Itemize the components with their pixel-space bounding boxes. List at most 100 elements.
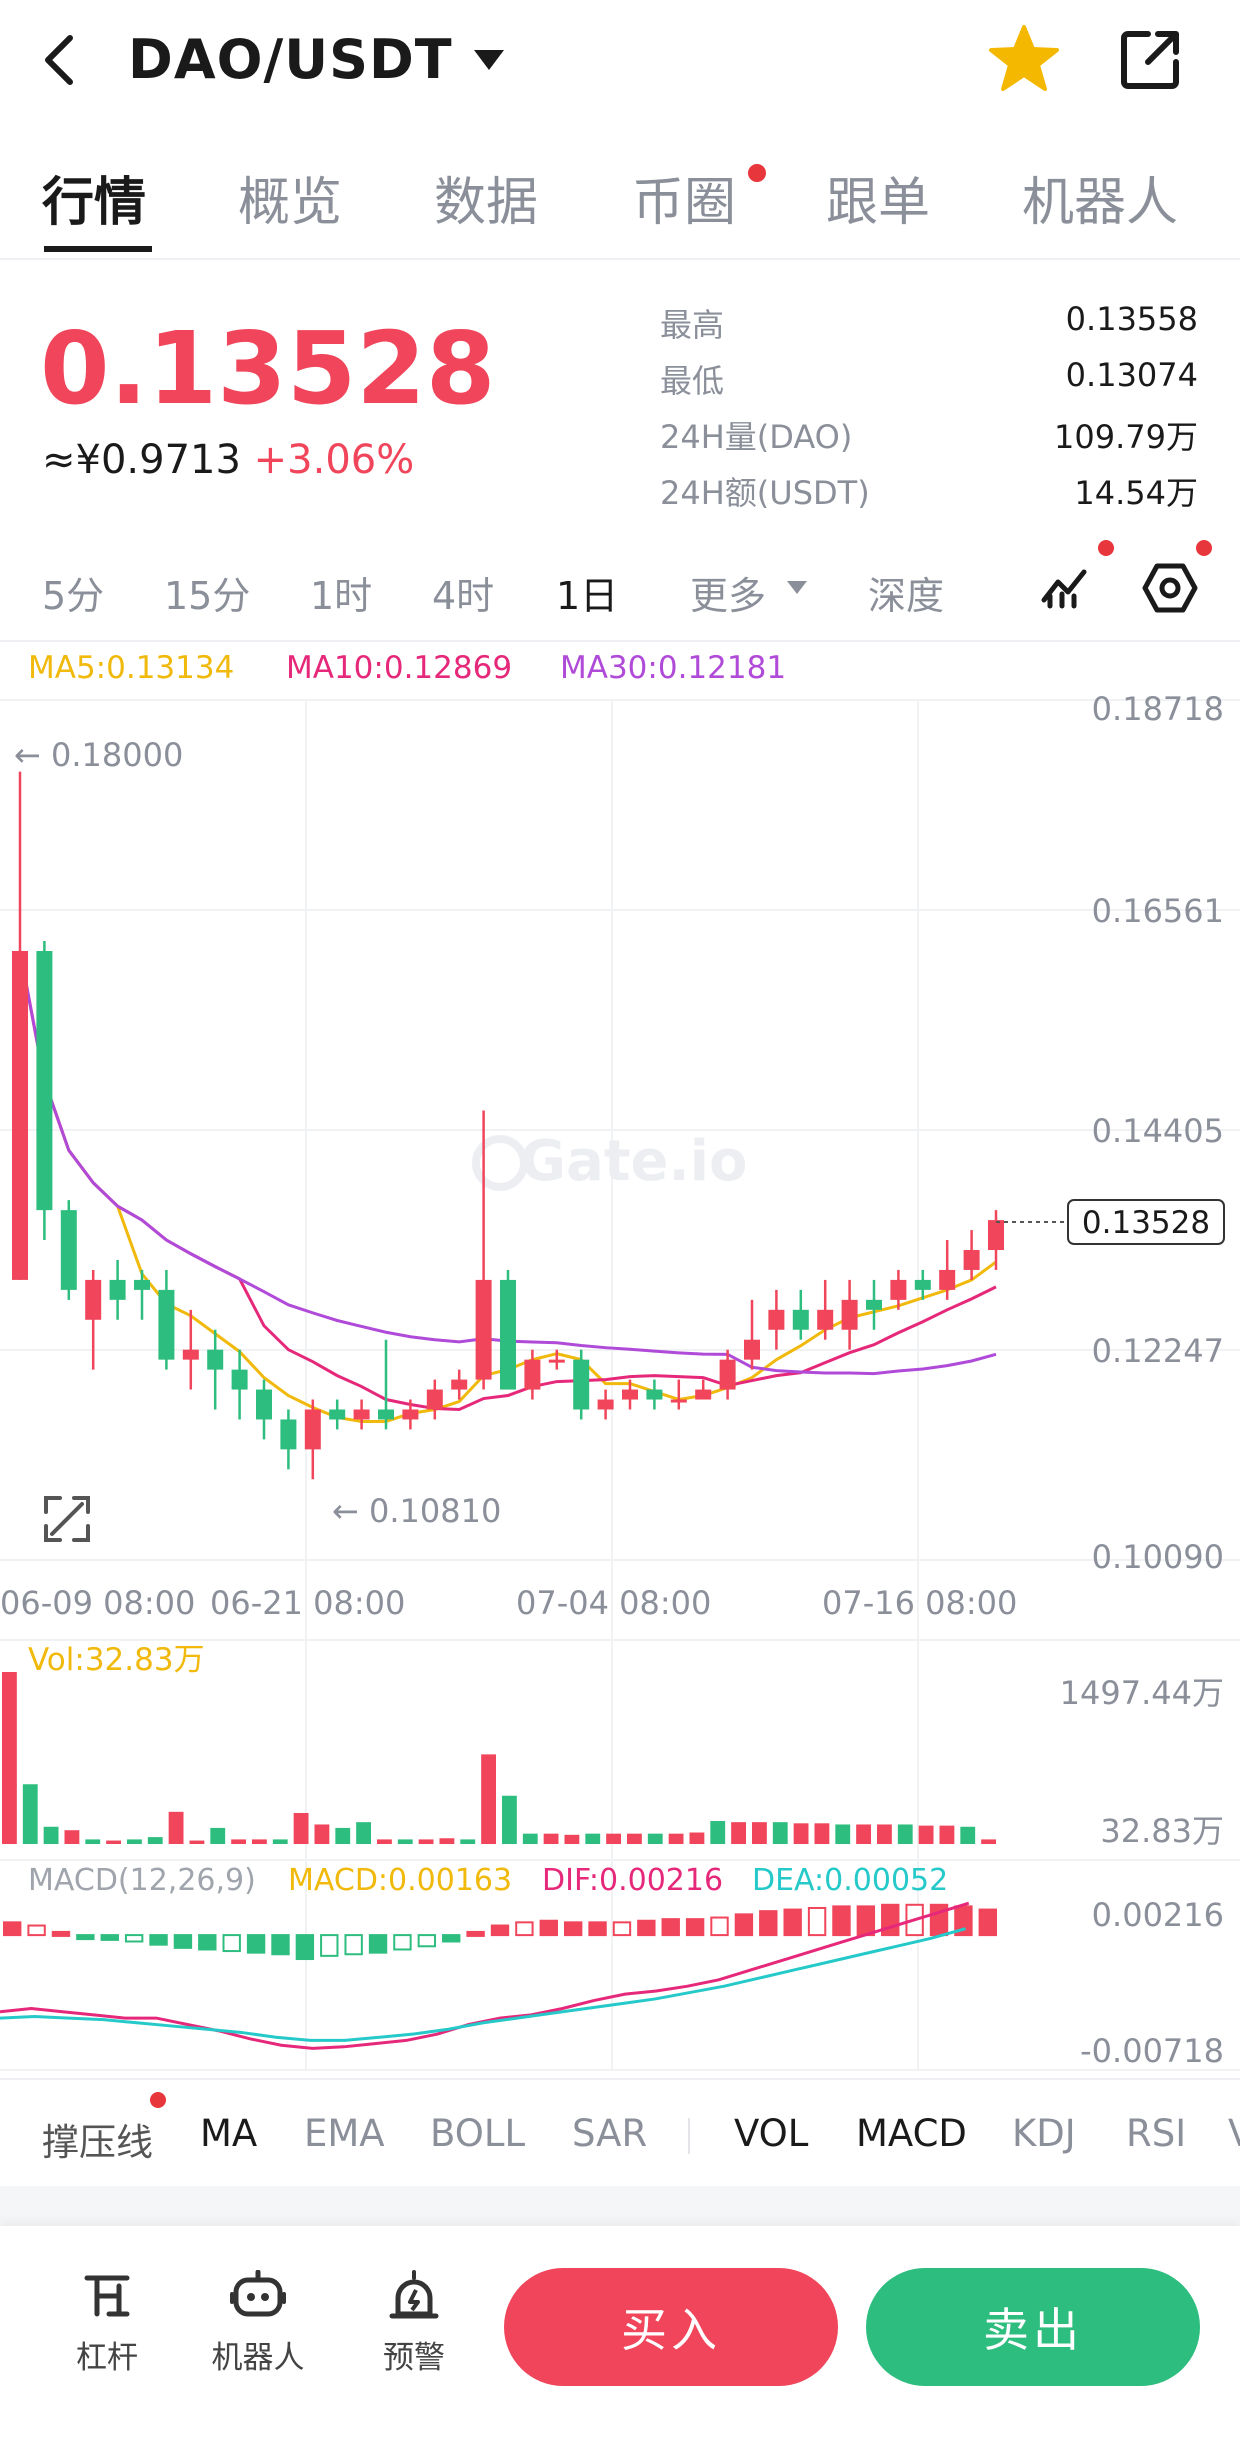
macd-histogram-bar <box>271 1934 290 1956</box>
timeframe-more[interactable]: 更多 <box>690 574 767 618</box>
timeframe-4h[interactable]: 4时 <box>432 574 495 618</box>
candle <box>378 1409 394 1420</box>
timeframe-15m[interactable]: 15分 <box>164 574 251 618</box>
macd-histogram-bar <box>832 1905 851 1937</box>
caret-down-icon[interactable] <box>786 580 808 600</box>
pair-title[interactable]: DAO/USDT <box>128 28 453 91</box>
macd-histogram-bar <box>466 1930 485 1937</box>
volume-bar <box>460 1839 476 1844</box>
volume-bar <box>522 1833 538 1844</box>
macd-histogram-bar <box>515 1921 534 1937</box>
candle <box>158 1289 175 1360</box>
x-tick: 07-16 08:00 <box>822 1584 1017 1622</box>
candle <box>988 1220 1004 1251</box>
candle <box>597 1399 614 1410</box>
chart-grid <box>0 699 1240 2071</box>
volume-bar <box>293 1812 309 1844</box>
star-icon[interactable] <box>988 24 1060 98</box>
indicator-rsi[interactable]: RSI <box>1126 2112 1187 2155</box>
timeframe-1h[interactable]: 1时 <box>310 574 373 618</box>
tab-active-underline <box>44 246 152 252</box>
macd-histogram-bar <box>442 1934 461 1943</box>
chart-type-icon[interactable] <box>1040 560 1092 616</box>
y-tick: 0.16561 <box>1092 892 1224 930</box>
volume-bar <box>689 1832 705 1844</box>
volume-bar <box>252 1839 267 1844</box>
tab-overview[interactable]: 概览 <box>238 173 343 233</box>
indicator-kdj[interactable]: KDJ <box>1012 2112 1076 2155</box>
volume-bar <box>231 1839 246 1844</box>
caret-down-icon[interactable] <box>472 48 506 76</box>
volume-bar <box>64 1830 80 1844</box>
dea-line <box>0 1927 966 2042</box>
indicator-sar[interactable]: SAR <box>572 2112 648 2155</box>
tab-coin-circle[interactable]: 币圈 <box>632 173 737 233</box>
volume-bar <box>481 1754 496 1844</box>
price-chart[interactable]: Gate.io 0.18718 0.16561 0.14405 0.12247 … <box>0 680 1240 2080</box>
candle <box>451 1379 468 1390</box>
notification-dot <box>1196 540 1212 556</box>
settings-hex-icon[interactable] <box>1142 560 1198 620</box>
high-marker: ← 0.18000 <box>14 736 183 774</box>
share-icon[interactable] <box>1118 28 1182 96</box>
macd-legend-macd: MACD:0.00163 <box>288 1863 512 1898</box>
candle <box>841 1299 858 1330</box>
indicator-boll[interactable]: BOLL <box>430 2112 526 2155</box>
notification-dot <box>748 164 766 182</box>
stat-label: 24H量(DAO) <box>660 418 853 456</box>
macd-histogram-bar <box>246 1934 266 1954</box>
indicator-ema[interactable]: EMA <box>304 2112 385 2155</box>
stat-value: 0.13558 <box>1065 300 1198 338</box>
notification-dot <box>150 2092 166 2108</box>
candle <box>890 1279 907 1300</box>
tab-robot[interactable]: 机器人 <box>1022 173 1179 233</box>
cny-price: ≈¥0.9713 <box>42 437 241 483</box>
tab-copy-trading[interactable]: 跟单 <box>826 173 931 233</box>
volume-bar <box>127 1839 142 1844</box>
volume-bar <box>939 1825 955 1844</box>
volume-bar <box>2 1672 17 1844</box>
volume-bar <box>877 1824 892 1844</box>
buy-button[interactable]: 买入 <box>504 2268 838 2386</box>
current-price-tag-box <box>1067 1199 1225 1245</box>
indicator-support-resistance[interactable]: 撑压线 <box>42 2121 153 2164</box>
macd-histogram-bar <box>637 1919 656 1937</box>
robot-tool[interactable]: 机器人 <box>196 2270 320 2377</box>
fullscreen-icon[interactable] <box>44 1496 90 1542</box>
y-tick: 0.12247 <box>1092 1332 1224 1370</box>
candle <box>548 1359 565 1363</box>
timeframe-5m[interactable]: 5分 <box>42 574 105 618</box>
indicator-macd[interactable]: MACD <box>856 2112 967 2155</box>
candle <box>280 1419 297 1450</box>
volume-bar <box>335 1827 351 1844</box>
macd-histogram-bar <box>661 1918 680 1937</box>
sell-button[interactable]: 卖出 <box>866 2268 1200 2386</box>
tab-data[interactable]: 数据 <box>434 173 539 233</box>
candle <box>768 1309 785 1330</box>
volume-bar <box>668 1833 684 1844</box>
candle <box>426 1389 443 1410</box>
macd-histogram-bar <box>490 1924 510 1937</box>
volume-bar <box>272 1839 288 1844</box>
divider <box>0 2078 1240 2080</box>
timeframe-depth[interactable]: 深度 <box>868 574 945 618</box>
leverage-label: 杠杆 <box>76 2340 138 2376</box>
tab-market[interactable]: 行情 <box>42 173 147 233</box>
indicator-ma[interactable]: MA <box>200 2112 258 2155</box>
volume-bar <box>85 1839 101 1844</box>
volume-bar <box>835 1824 851 1844</box>
macd-histogram-bar <box>978 1908 997 1937</box>
volume-bar <box>502 1795 517 1844</box>
candle <box>646 1389 663 1400</box>
alert-tool[interactable]: 预警 <box>364 2270 464 2377</box>
leverage-icon <box>62 2270 152 2322</box>
back-arrow-icon[interactable] <box>34 30 84 90</box>
candle <box>914 1279 931 1290</box>
leverage-tool[interactable]: 杠杆 <box>62 2270 152 2377</box>
volume-bar <box>606 1833 621 1844</box>
indicator-more[interactable]: V <box>1228 2112 1240 2155</box>
candle <box>573 1359 590 1410</box>
candle <box>866 1299 882 1310</box>
timeframe-1d[interactable]: 1日 <box>556 574 619 618</box>
indicator-vol[interactable]: VOL <box>734 2112 809 2155</box>
